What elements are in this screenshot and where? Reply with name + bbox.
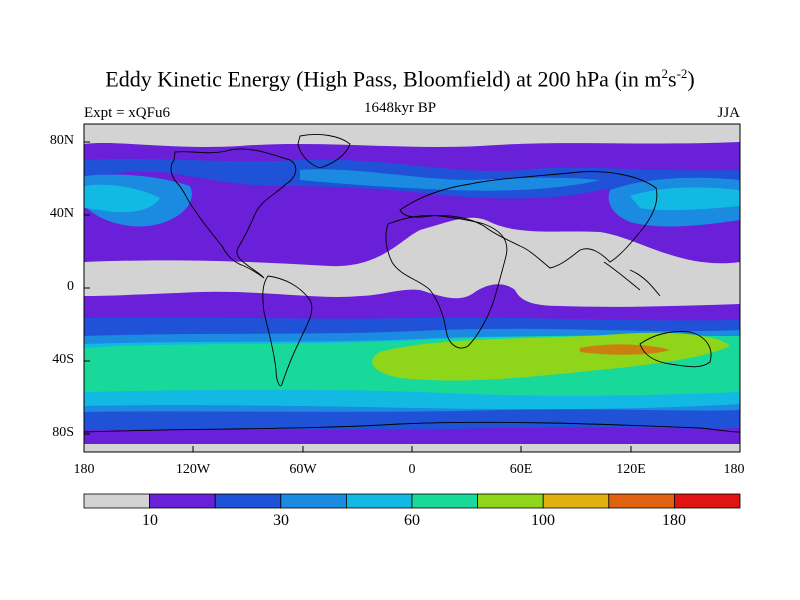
lon-tick-label: 120E: [616, 462, 646, 477]
lat-tick-label: 80N: [49, 133, 74, 148]
colorbar-label: 60: [404, 512, 420, 529]
maritime-continent-coast: [603, 261, 661, 297]
antarctica-coast: [84, 421, 740, 433]
lon-tick-label: 180: [73, 462, 95, 477]
lon-tick-label: 120W: [175, 462, 211, 477]
lat-tick-label: 0: [67, 279, 74, 294]
greenland-coast: [297, 133, 351, 169]
season-label: JJA: [717, 105, 740, 121]
nh-atlantic-jet: [300, 169, 600, 191]
arctic-low-band: [84, 124, 740, 147]
tropical-low-band: [84, 217, 740, 307]
north-america-coast: [170, 148, 297, 279]
australia-coast: [639, 331, 712, 368]
colorbar-swatch: [280, 493, 347, 509]
eke-field: [84, 124, 740, 452]
colorbar-swatch: [608, 493, 675, 509]
colorbar-label: 100: [531, 512, 555, 529]
africa-coast: [385, 215, 508, 349]
colorbar-swatch: [214, 493, 282, 509]
nh-west-pacific-core: [630, 187, 740, 211]
colorbar-label: 180: [662, 512, 686, 529]
colorbar: [83, 493, 741, 509]
lat-tick-label: 80S: [52, 425, 74, 440]
lon-tick-label: 60E: [509, 462, 533, 477]
axis-ticks: [83, 141, 741, 452]
south-america-coast: [262, 275, 313, 387]
nh-pacific-core: [84, 184, 160, 213]
coastlines: [84, 133, 740, 433]
lat-tick-label: 40N: [49, 206, 74, 221]
period-label: 1648kyr BP: [363, 100, 437, 116]
colorbar-swatch: [674, 493, 741, 509]
colorbar-label: 10: [142, 512, 158, 529]
experiment-label: Expt = xQFu6: [84, 105, 170, 121]
lon-tick-label: 180: [723, 462, 745, 477]
lat-tick-label: 40S: [52, 352, 74, 367]
colorbar-swatch: [149, 493, 216, 509]
lon-tick-label: 60W: [289, 462, 317, 477]
map-title: Eddy Kinetic Energy (High Pass, Bloomfie…: [105, 66, 695, 92]
colorbar-swatch: [345, 493, 413, 509]
colorbar-swatch: [83, 493, 150, 509]
colorbar-swatch: [542, 493, 610, 509]
sh-jet-peak: [580, 344, 670, 355]
colorbar-swatch: [411, 493, 478, 509]
lon-tick-label: 0: [408, 462, 416, 477]
colorbar-label: 30: [273, 512, 289, 529]
eurasia-coast: [399, 171, 658, 269]
colorbar-swatch: [477, 493, 544, 509]
